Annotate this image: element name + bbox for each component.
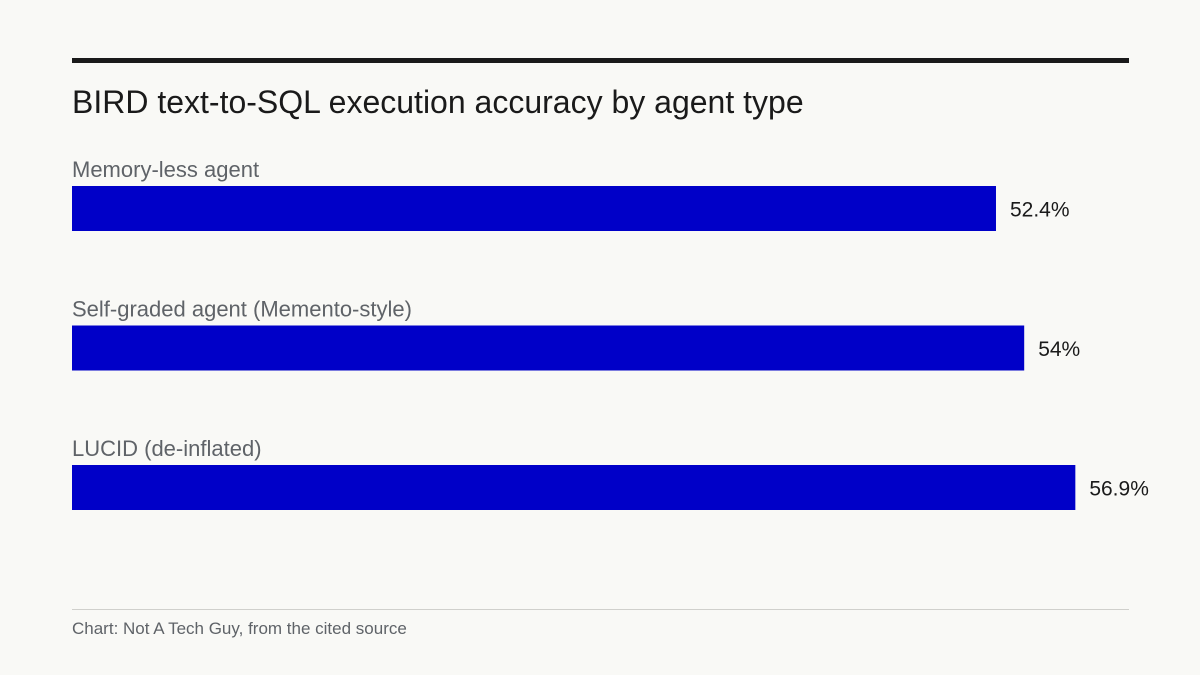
bar-category-label: Self-graded agent (Memento-style): [72, 297, 412, 322]
bar-value-label: 54%: [1038, 338, 1080, 361]
bottom-rule: [72, 609, 1129, 610]
source-note: Chart: Not A Tech Guy, from the cited so…: [72, 619, 407, 638]
bar-category-label: LUCID (de-inflated): [72, 436, 262, 461]
bar: [72, 465, 1076, 510]
bar: [72, 186, 996, 231]
bar: [72, 325, 1025, 371]
chart-title: BIRD text-to-SQL execution accuracy by a…: [72, 84, 804, 120]
bar-category-label: Memory-less agent: [72, 157, 259, 182]
top-rule: [72, 58, 1129, 63]
bar-value-label: 56.9%: [1089, 478, 1149, 501]
bar-value-label: 52.4%: [1010, 199, 1070, 222]
